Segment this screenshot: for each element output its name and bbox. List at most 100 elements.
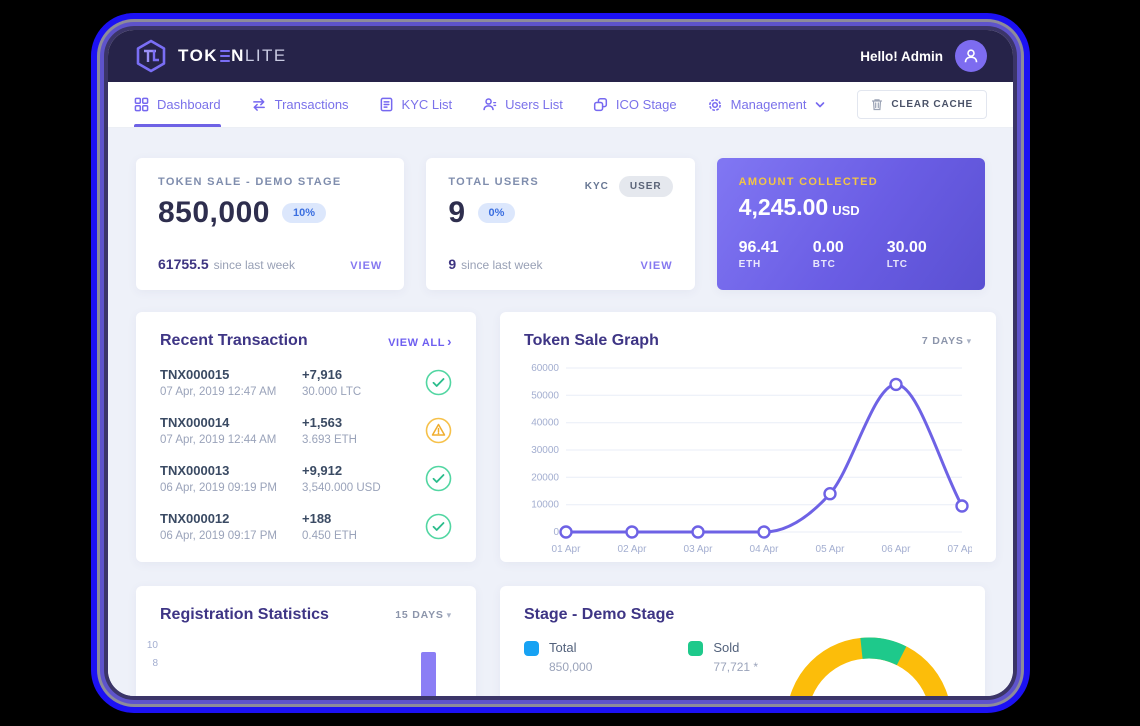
stage-donut-chart: [790, 637, 948, 696]
nav-item-users-list[interactable]: Users List: [482, 82, 563, 127]
amount-collected-card: AMOUNT COLLECTED 4,245.00 USD 96.41 ETH 0…: [716, 158, 985, 290]
total-users-view-link[interactable]: VIEW: [640, 260, 673, 272]
view-all-link[interactable]: VIEW ALL ›: [388, 333, 452, 349]
crypto-col-btc: 0.00 BTC: [812, 239, 844, 270]
token-sale-graph-panel: Token Sale Graph 7 DAYS ▾ 0 10000 20000 3000…: [500, 312, 996, 562]
legend-sold: Sold 77,721 *: [688, 640, 758, 674]
kyc-list-icon: [380, 97, 392, 112]
panel-title: Token Sale Graph: [524, 332, 659, 349]
svg-text:05 Apr: 05 Apr: [816, 544, 846, 555]
token-sale-value: 850,000: [158, 196, 270, 229]
header: TOK N LITE Hello! Admin: [108, 30, 1013, 82]
transaction-detail: 0.450 ETH: [302, 530, 357, 542]
legend-total: Total 850,000: [524, 640, 592, 674]
transaction-id: TNX000012: [160, 511, 230, 526]
amount-currency: USD: [832, 203, 860, 218]
token-sale-badge: 10%: [281, 203, 326, 223]
transaction-id: TNX000014: [160, 415, 230, 430]
token-sale-card: TOKEN SALE - DEMO STAGE 850,000 10% 6175…: [136, 158, 405, 290]
nav-item-label: Dashboard: [157, 97, 221, 112]
transaction-detail: 3,540.000 USD: [302, 482, 381, 494]
trash-icon: [872, 99, 883, 111]
users-list-icon: [483, 98, 497, 111]
nav-item-kyc-list[interactable]: KYC List: [379, 82, 453, 127]
dashboard-icon: [134, 97, 149, 112]
token-sale-view-link[interactable]: VIEW: [350, 260, 383, 272]
svg-text:10000: 10000: [531, 500, 559, 511]
nav-item-transactions[interactable]: Transactions: [251, 82, 349, 127]
crypto-col-eth: 96.41 ETH: [738, 239, 779, 270]
stage-demo-panel: Stage - Demo Stage Total 850,000 Sold: [500, 586, 985, 696]
total-users-value: 9: [448, 196, 466, 229]
chevron-down-icon: [815, 101, 824, 107]
svg-text:40000: 40000: [531, 418, 559, 429]
greeting-text: Hello! Admin: [860, 48, 943, 64]
svg-text:30000: 30000: [531, 445, 559, 456]
svg-text:03 Apr: 03 Apr: [684, 544, 714, 555]
amount-value: 4,245.00: [738, 194, 829, 220]
y-tick-label: 10: [146, 640, 158, 651]
ico-stage-icon: [593, 97, 607, 112]
user-avatar[interactable]: [955, 40, 987, 72]
y-tick-label: 8: [152, 658, 158, 669]
transaction-amount: +7,916: [302, 367, 343, 382]
gear-icon: [708, 98, 721, 111]
svg-text:04 Apr: 04 Apr: [750, 544, 780, 555]
svg-text:60000: 60000: [531, 363, 559, 374]
legend-swatch-sold: [688, 641, 704, 656]
nav-item-ico-stage[interactable]: ICO Stage: [593, 82, 677, 127]
transaction-amount: +9,912: [302, 463, 343, 478]
nav-item-label: ICO Stage: [615, 97, 677, 112]
svg-text:0: 0: [553, 527, 559, 538]
check-circle-icon: [425, 369, 452, 396]
clear-cache-label: CLEAR CACHE: [891, 99, 973, 110]
warning-circle-icon: [425, 417, 452, 444]
user-icon: [964, 49, 978, 63]
transaction-date: 07 Apr, 2019 12:44 AM: [160, 434, 277, 446]
range-dropdown-15days[interactable]: 15 DAYS ▾: [395, 609, 452, 621]
total-users-card: TOTAL USERS KYC USER 9 0% 9 since last we…: [426, 158, 695, 290]
total-users-badge: 0%: [477, 203, 516, 223]
main-content: TOKEN SALE - DEMO STAGE 850,000 10% 6175…: [108, 128, 1013, 696]
chevron-right-icon: ›: [447, 333, 452, 349]
panel-title: Registration Statistics: [160, 606, 329, 623]
total-users-delta: 9: [448, 256, 457, 272]
brand[interactable]: TOK N LITE: [134, 39, 287, 73]
transaction-amount: +1,563: [302, 415, 343, 430]
card-label: TOKEN SALE - DEMO STAGE: [158, 176, 342, 188]
crypto-col-ltc: 30.00 LTC: [886, 239, 927, 270]
registration-bar: [421, 652, 436, 696]
transaction-row[interactable]: TNX000013 06 Apr, 2019 09:19 PM +9,912 3,54…: [160, 463, 452, 494]
nav-item-dashboard[interactable]: Dashboard: [134, 82, 221, 127]
svg-text:20000: 20000: [531, 472, 559, 483]
kyc-toggle[interactable]: KYC: [584, 181, 609, 192]
brand-name: TOK N LITE: [178, 46, 287, 65]
chevron-down-icon: ▾: [966, 336, 972, 346]
transaction-date: 06 Apr, 2019 09:19 PM: [160, 482, 278, 494]
nav-item-management[interactable]: Management: [707, 82, 825, 127]
svg-text:07 Apr: 07 Apr: [948, 544, 972, 555]
nav-item-label: Management: [730, 97, 807, 112]
delta-caption: since last week: [461, 258, 543, 272]
transaction-row[interactable]: TNX000012 06 Apr, 2019 09:17 PM +188 0.450 …: [160, 511, 452, 542]
nav-item-label: Transactions: [274, 97, 349, 112]
recent-transactions-panel: Recent Transaction VIEW ALL › TNX000015 07…: [136, 312, 476, 562]
chevron-down-icon: ▾: [446, 610, 452, 620]
user-toggle[interactable]: USER: [618, 176, 673, 197]
transaction-id: TNX000015: [160, 367, 230, 382]
transaction-row[interactable]: TNX000015 07 Apr, 2019 12:47 AM +7,916 30.0…: [160, 367, 452, 398]
legend-swatch-total: [524, 641, 539, 656]
nav-bar: Dashboard Transactions KYC List: [108, 82, 1013, 128]
transaction-row[interactable]: TNX000014 07 Apr, 2019 12:44 AM +1,563 3.69…: [160, 415, 452, 446]
nav-item-label: KYC List: [401, 97, 453, 112]
card-label: TOTAL USERS: [448, 176, 540, 188]
transaction-id: TNX000013: [160, 463, 230, 478]
panel-title: Recent Transaction: [160, 332, 308, 349]
transaction-detail: 3.693 ETH: [302, 434, 357, 446]
range-dropdown-7days[interactable]: 7 DAYS ▾: [921, 335, 972, 347]
token-sale-delta: 61755.5: [158, 256, 209, 272]
svg-text:02 Apr: 02 Apr: [618, 544, 648, 555]
brand-e-icon: [219, 49, 230, 63]
check-circle-icon: [425, 513, 452, 540]
clear-cache-button[interactable]: CLEAR CACHE: [857, 90, 987, 119]
